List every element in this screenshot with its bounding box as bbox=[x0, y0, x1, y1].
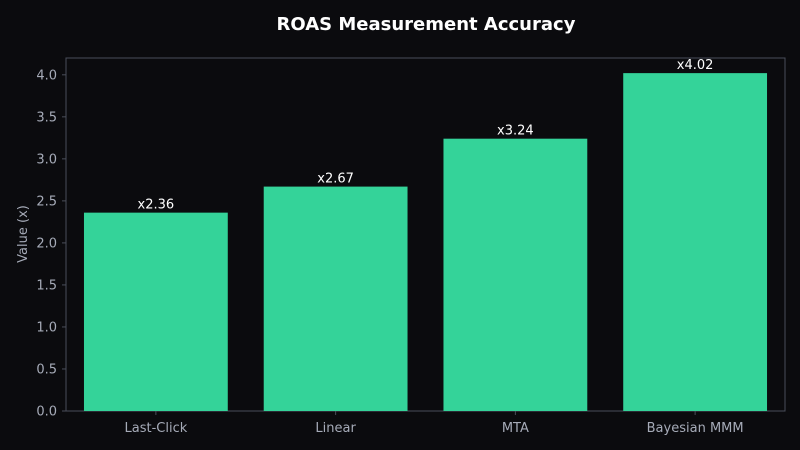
bar-bayesian-mmm bbox=[623, 73, 768, 411]
y-tick-label: 1.5 bbox=[36, 278, 57, 293]
y-axis-label: Value (x) bbox=[16, 205, 31, 263]
data-label: x4.02 bbox=[677, 58, 714, 73]
x-tick-label: Last-Click bbox=[125, 421, 188, 436]
data-label: x2.36 bbox=[138, 198, 175, 213]
bars-group bbox=[83, 73, 768, 411]
bar-mta bbox=[443, 138, 588, 411]
x-tick-label: Bayesian MMM bbox=[647, 421, 744, 436]
data-label: x2.67 bbox=[317, 172, 354, 187]
y-tick-label: 3.5 bbox=[36, 110, 57, 125]
y-tick-label: 4.0 bbox=[36, 68, 57, 83]
y-tick-label: 2.5 bbox=[36, 194, 57, 209]
bar-linear bbox=[263, 186, 408, 411]
bar-last-click bbox=[83, 212, 228, 411]
chart-title: ROAS Measurement Accuracy bbox=[277, 14, 576, 35]
plot-area-frame bbox=[65, 57, 786, 412]
x-axis-ticks: Last-Click Linear MTA Bayesian MMM bbox=[125, 411, 744, 436]
y-tick-label: 0.0 bbox=[36, 405, 57, 420]
y-tick-label: 0.5 bbox=[36, 362, 57, 377]
data-label: x3.24 bbox=[497, 124, 534, 139]
y-tick-label: 1.0 bbox=[36, 320, 57, 335]
data-labels-group: x2.36 x2.67 x3.24 x4.02 bbox=[138, 58, 714, 213]
y-axis-ticks: 0.0 0.5 1.0 1.5 2.0 2.5 3.0 3.5 4.0 bbox=[36, 68, 66, 420]
x-tick-label: Linear bbox=[315, 421, 356, 436]
y-tick-label: 3.0 bbox=[36, 152, 57, 167]
y-tick-label: 2.0 bbox=[36, 236, 57, 251]
x-tick-label: MTA bbox=[502, 421, 529, 436]
